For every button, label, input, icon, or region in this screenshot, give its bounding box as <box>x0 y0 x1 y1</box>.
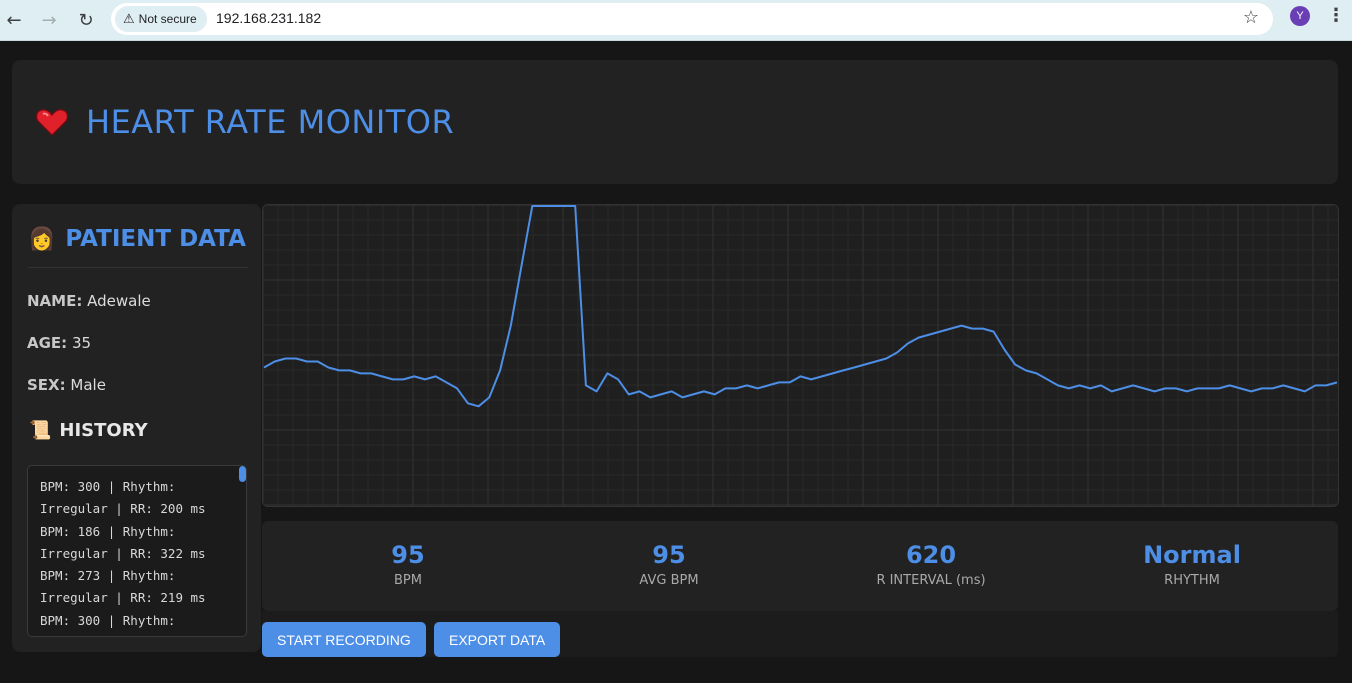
r-interval-label: R INTERVAL (ms) <box>876 573 986 588</box>
list-item: BPM: 186 | Rhythm: Irregular | RR: 322 m… <box>40 523 206 561</box>
bookmark-star-icon[interactable]: ☆ <box>1242 7 1259 28</box>
patient-sex: SEX: Male <box>27 376 106 394</box>
actions-bar: START RECORDING EXPORT DATA <box>262 611 1338 657</box>
sex-key: SEX: <box>27 376 66 394</box>
stat-avg-bpm: 95 AVG BPM <box>569 541 769 588</box>
scroll-icon: 📜 <box>29 420 52 441</box>
export-data-button[interactable]: EXPORT DATA <box>434 622 561 657</box>
back-arrow-icon[interactable]: ← <box>6 9 22 31</box>
sex-value: Male <box>70 376 106 394</box>
history-log[interactable]: BPM: 300 | Rhythm: Irregular | RR: 200 m… <box>27 465 247 637</box>
ecg-chart <box>262 204 1339 507</box>
patient-data-title: PATIENT DATA <box>65 226 246 252</box>
address-bar[interactable]: ⚠ Not secure 192.168.231.182 ☆ <box>111 3 1273 35</box>
reload-icon[interactable]: ↻ <box>78 9 94 31</box>
patient-age: AGE: 35 <box>27 334 91 352</box>
avg-bpm-label: AVG BPM <box>639 573 699 588</box>
browser-toolbar: ← → ↻ ⚠ Not secure 192.168.231.182 ☆ Y ⋮ <box>0 0 1352 41</box>
rhythm-label: RHYTHM <box>1164 573 1220 588</box>
list-item: BPM: 273 | Rhythm: Irregular | RR: 219 m… <box>40 568 206 606</box>
app-title: HEART RATE MONITOR <box>86 103 455 141</box>
heart-icon <box>36 109 68 136</box>
divider <box>28 267 248 268</box>
history-list: BPM: 300 | Rhythm: Irregular | RR: 200 m… <box>28 466 232 636</box>
start-recording-button[interactable]: START RECORDING <box>262 622 426 657</box>
scrollbar-thumb[interactable] <box>239 466 246 482</box>
bpm-label: BPM <box>394 573 422 588</box>
stat-rhythm: Normal RHYTHM <box>1092 541 1292 588</box>
patient-data-heading: 👩 PATIENT DATA <box>28 226 246 252</box>
avg-bpm-value: 95 <box>652 541 686 569</box>
r-interval-value: 620 <box>905 541 957 569</box>
name-key: NAME: <box>27 292 83 310</box>
grid-major <box>263 205 1338 506</box>
age-key: AGE: <box>27 334 68 352</box>
name-value: Adewale <box>87 292 151 310</box>
history-title: HISTORY <box>59 420 148 441</box>
menu-kebab-icon[interactable]: ⋮ <box>1327 5 1345 26</box>
patient-avatar-icon: 👩 <box>28 226 56 252</box>
patient-sidebar: 👩 PATIENT DATA NAME: Adewale AGE: 35 SEX… <box>12 204 261 652</box>
forward-arrow-icon[interactable]: → <box>41 9 57 31</box>
security-label: Not secure <box>138 12 197 26</box>
stats-panel: 95 BPM 95 AVG BPM 620 R INTERVAL (ms) No… <box>262 521 1338 611</box>
rhythm-value: Normal <box>1143 541 1241 569</box>
security-chip[interactable]: ⚠ Not secure <box>115 6 207 32</box>
patient-name: NAME: Adewale <box>27 292 151 310</box>
age-value: 35 <box>71 334 92 352</box>
list-item: BPM: 300 | Rhythm: <box>40 612 176 628</box>
bpm-value: 95 <box>391 541 425 569</box>
ecg-waveform <box>263 205 1338 408</box>
profile-avatar[interactable]: Y <box>1290 6 1310 26</box>
history-heading: 📜 HISTORY <box>29 420 148 441</box>
list-item: BPM: 300 | Rhythm: Irregular | RR: 200 m… <box>40 479 206 517</box>
ecg-plot <box>263 205 1338 506</box>
url-text[interactable]: 192.168.231.182 <box>216 10 322 26</box>
stat-r-interval: 620 R INTERVAL (ms) <box>831 541 1031 588</box>
warning-icon: ⚠ <box>123 11 135 26</box>
app-header: HEART RATE MONITOR <box>12 60 1338 184</box>
stat-bpm: 95 BPM <box>308 541 508 588</box>
